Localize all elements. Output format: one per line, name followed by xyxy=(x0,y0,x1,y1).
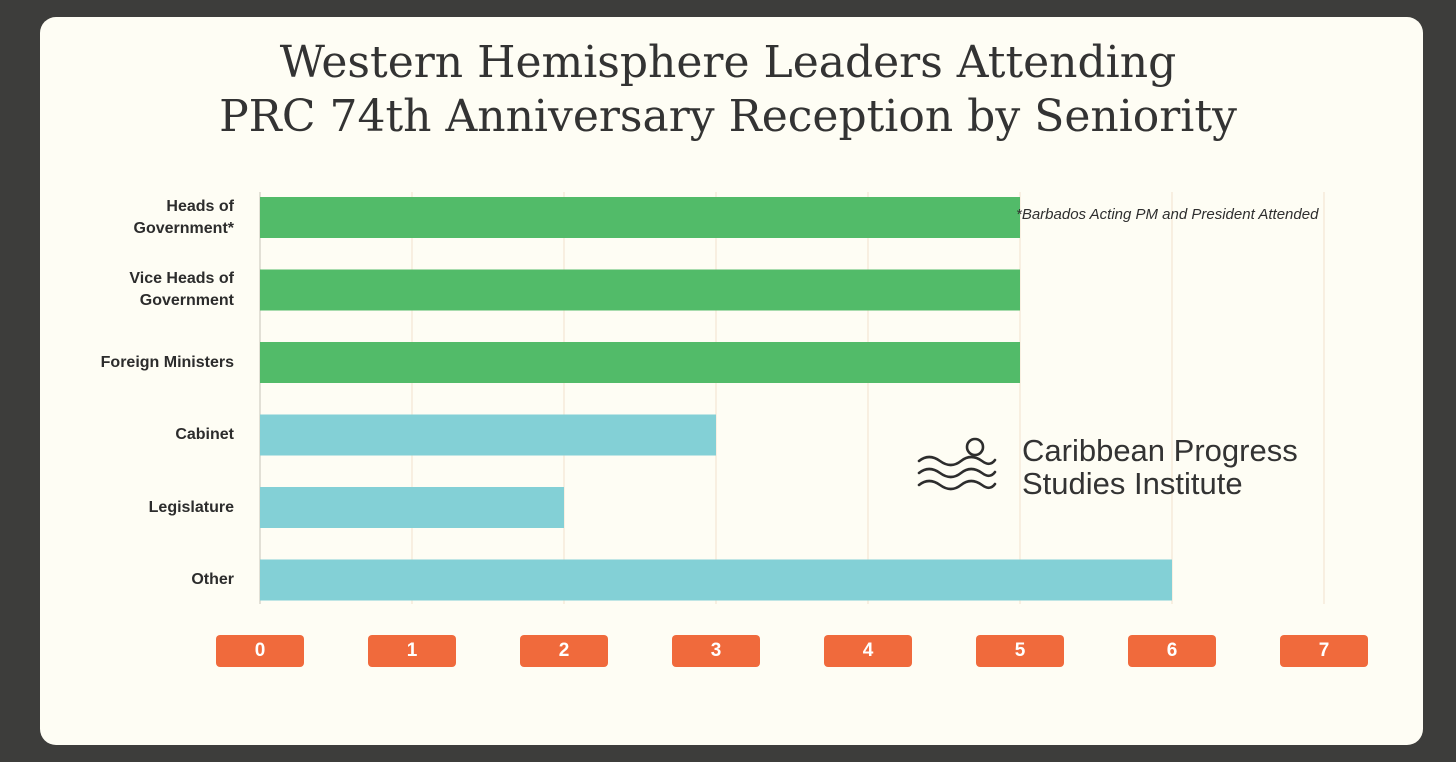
x-tick-label: 5 xyxy=(976,635,1064,667)
bar xyxy=(260,559,1172,601)
bar xyxy=(260,197,1020,238)
category-label: Heads of Government* xyxy=(34,196,234,240)
bar xyxy=(260,342,1020,383)
bar xyxy=(260,414,716,456)
category-label-line: Other xyxy=(191,571,234,588)
x-tick-label: 6 xyxy=(1128,635,1216,667)
x-tick-label: 4 xyxy=(824,635,912,667)
category-label-line: Legislature xyxy=(148,498,234,516)
category-label: Vice Heads of Government xyxy=(34,268,234,312)
x-tick-label: 0 xyxy=(216,635,304,667)
title-line-1: Western Hemisphere Leaders Attending xyxy=(279,37,1177,88)
logo-text: Caribbean Progress Studies Institute xyxy=(1022,434,1298,500)
bar xyxy=(260,487,564,528)
category-label-line: Cabinet xyxy=(175,426,234,443)
category-label: Cabinet xyxy=(34,424,234,446)
category-label-line: Foreign Ministers xyxy=(100,353,234,371)
chart-title: Western Hemisphere Leaders Attending PRC… xyxy=(0,36,1456,144)
chart-annotation: *Barbados Acting PM and President Attend… xyxy=(1016,206,1319,223)
x-tick-label: 3 xyxy=(672,635,760,667)
category-label-line: Heads of xyxy=(166,197,234,215)
category-label: Legislature xyxy=(34,497,234,519)
category-label-line: Government xyxy=(139,292,234,309)
x-tick-label: 2 xyxy=(520,635,608,667)
category-label-line: Vice Heads of xyxy=(129,270,234,287)
logo-line-1: Caribbean Progress xyxy=(1022,433,1298,468)
wave-logo-icon xyxy=(917,437,997,491)
category-label: Other xyxy=(34,569,234,591)
logo-line-2: Studies Institute xyxy=(1022,466,1243,501)
x-tick-label: 7 xyxy=(1280,635,1368,667)
bar xyxy=(260,269,1020,311)
x-tick-label: 1 xyxy=(368,635,456,667)
category-label: Foreign Ministers xyxy=(34,352,234,374)
title-line-2: PRC 74th Anniversary Reception by Senior… xyxy=(219,91,1237,142)
category-label-line: Government* xyxy=(133,219,234,237)
